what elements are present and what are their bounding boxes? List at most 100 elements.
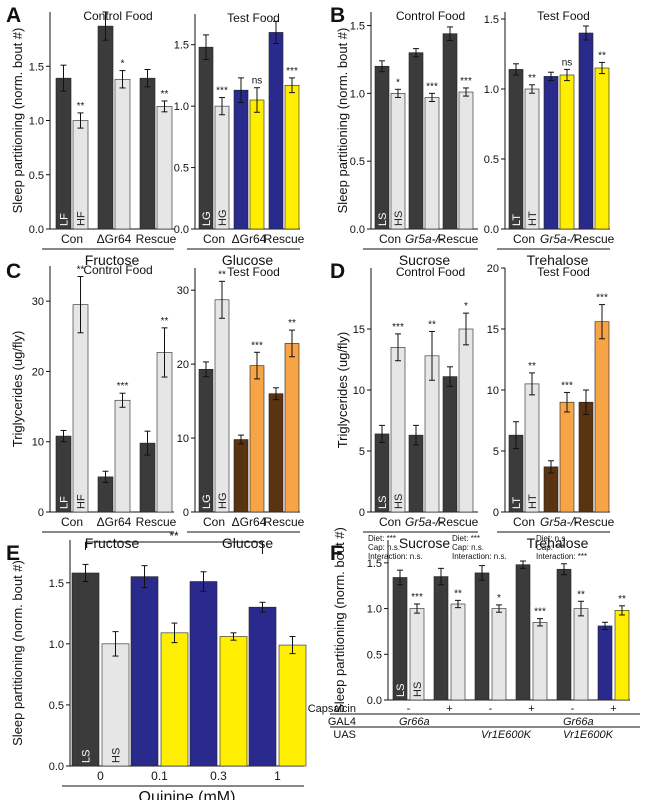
y-tick-label: 10 [32,437,44,449]
y-tick-label: 10 [177,433,189,445]
significance-label: ** [161,89,169,100]
x-tick-label: Rescue [136,515,177,529]
table-cell: Vr1E600K [481,729,532,741]
y-tick-label: 1.5 [350,21,365,33]
significance-label: *** [460,76,472,87]
x-axis-label: Trehalose [527,535,589,551]
bar [573,608,589,701]
bar-inline-label: HG [217,493,229,510]
x-tick-label: Con [61,515,83,529]
chart-c-right: 0 10 20 30 Test Food LG ** HG Con *** ΔGr64 ** Rescu… [177,265,305,551]
bar [248,606,277,767]
x-tick-label: 0.1 [151,769,168,783]
significance-label: * [497,593,501,604]
panel-label-e: E [6,542,20,565]
x-tick-label: Rescue [264,515,305,529]
anova-stat-text: Diet: n.s. [536,534,568,543]
anova-stat-text: Diet: *** [452,534,480,543]
bar [198,46,214,230]
chart-a-right: 0.0 0.5 1.0 1.5 Test Food LG *** HG Con ns ΔGr64 **… [174,11,305,268]
x-tick-label: Rescue [438,515,479,529]
chart-b-right: 0.0 0.5 1.0 1.5 Test Food LT ** HT Con ns Gr5a-/- *… [484,9,615,268]
bar [556,568,572,701]
x-axis-label: Trehalose [527,252,589,268]
bar [408,434,424,513]
table-cell: + [610,703,616,715]
bar [268,393,284,513]
y-tick-label: 1.0 [484,84,499,96]
bar-inline-label: LF [59,213,71,226]
y-tick-label: 30 [177,285,189,297]
bar [450,603,466,701]
bar [233,89,249,230]
bar [442,376,458,513]
significance-label: *** [561,380,573,391]
significance-label: *** [411,592,423,603]
y-tick-label: 20 [32,366,44,378]
bar [233,439,249,513]
chart-title: Control Food [83,9,152,23]
x-tick-label: Rescue [574,515,615,529]
y-tick-label: 1.5 [484,14,499,26]
chart-c-left: 0 10 20 30 Triglycerides (ug/fly) Control Foo… [10,263,177,551]
x-tick-label: Con [513,232,535,246]
bar [114,399,131,513]
x-axis-label: Sucrose [399,535,451,551]
y-tick-label: 0.0 [367,695,382,707]
significance-label: ** [577,589,585,600]
panel-label-a: A [6,4,21,27]
bar-inline-label: HF [76,494,88,509]
significance-label: *** [596,293,608,304]
x-tick-label: Gr5a-/- [405,232,443,246]
significance-label: ** [618,594,626,605]
chart-f: 0.0 0.5 1.0 1.5 Sleep partitioning (norm. bo… [308,527,640,741]
significance-label: ** [528,73,536,84]
panel-label-c: C [6,260,21,283]
anova-stat-text: Interaction: n.s. [452,552,507,561]
chart-a-left: 0.0 0.5 1.0 1.5 Sleep partitioning (norm. bo… [10,9,177,268]
bar [101,643,130,767]
bar [198,368,214,513]
bar [249,365,265,513]
bar-inline-label: LT [511,214,523,226]
bar-inline-label: HS [393,211,405,226]
x-tick-label: Gr5a-/- [540,515,578,529]
panel-label-b: B [330,4,345,27]
x-tick-label: Rescue [574,232,615,246]
significance-label: ** [454,588,462,599]
significance-label: * [396,77,400,88]
bar [219,636,248,767]
table-cell: - [489,703,493,715]
bar-inline-label: LF [59,496,71,509]
significance-label: *** [251,340,263,351]
y-axis-label: Sleep partitioning (norm. bout #) [10,28,25,214]
table-cell: Gr66a [563,716,594,728]
panel-label-d: D [330,260,345,283]
anova-stat-text: Cap: n.s. [452,543,484,552]
bar [284,84,300,230]
bar-inline-label: HS [111,748,123,763]
y-axis-label: Triglycerides (ug/fly) [10,331,25,448]
y-tick-label: 0.0 [484,224,499,236]
y-tick-label: 10 [487,385,499,397]
bar [474,572,490,701]
significance-label: ns [562,57,573,68]
bar [278,644,307,767]
x-tick-label: 1 [274,769,281,783]
significance-label: *** [216,86,228,97]
x-tick-label: Gr5a-/- [405,515,443,529]
y-tick-label: 5 [359,446,365,458]
significance-label: ** [428,319,436,330]
bar [189,581,218,767]
y-tick-label: 0.5 [49,700,64,712]
y-tick-label: 1.0 [174,101,189,113]
anova-stat-text: Cap: *** [536,543,564,552]
x-tick-label: Con [513,515,535,529]
bar [374,65,390,230]
bar-inline-label: HF [76,211,88,226]
table-cell: + [528,703,534,715]
significance-label: *** [286,66,298,77]
y-tick-label: 0.5 [350,156,365,168]
